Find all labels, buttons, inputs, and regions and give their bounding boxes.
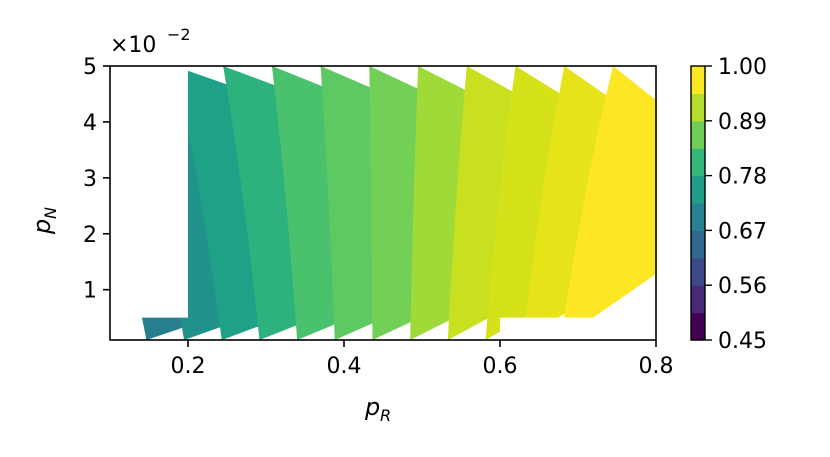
masked-region bbox=[110, 66, 188, 318]
colorbar-segment bbox=[691, 66, 705, 94]
x-axis-label: p bbox=[364, 393, 380, 421]
colorbar: 1.00 0.89 0.78 0.67 0.56 0.45 bbox=[690, 55, 767, 354]
x-axis-label-subscript: R bbox=[380, 406, 391, 425]
colorbar-segment bbox=[691, 230, 705, 259]
colorbar-tick-label: 1.00 bbox=[718, 55, 767, 80]
x-tick-label: 0.8 bbox=[639, 354, 674, 379]
colorbar-segment bbox=[691, 175, 705, 204]
x-tick-label: 0.2 bbox=[171, 354, 206, 379]
y-axis-label-subscript: N bbox=[41, 207, 60, 219]
y-tick-label: 1 bbox=[83, 279, 97, 304]
y-scale-exponent: −2 bbox=[167, 25, 191, 44]
colorbar-segment bbox=[691, 93, 705, 122]
colorbar-segment bbox=[691, 120, 705, 149]
x-tick-label: 0.4 bbox=[327, 354, 362, 379]
colorbar-segment bbox=[691, 203, 705, 231]
colorbar-segment bbox=[691, 257, 705, 286]
contour-field bbox=[110, 66, 656, 340]
colorbar-segment bbox=[691, 148, 705, 177]
colorbar-tick-label: 0.89 bbox=[718, 110, 767, 135]
y-tick-label: 5 bbox=[83, 55, 97, 80]
colorbar-tick-label: 0.56 bbox=[718, 274, 767, 299]
x-axis-ticks: 0.2 0.4 0.6 0.8 bbox=[171, 340, 674, 379]
colorbar-segment bbox=[691, 312, 705, 341]
y-axis-ticks: 1 2 3 4 5 bbox=[83, 55, 110, 304]
y-scale-prefix: ×10 bbox=[110, 33, 156, 58]
plot-frame bbox=[109, 65, 657, 341]
colorbar-tick-label: 0.67 bbox=[718, 219, 767, 244]
colorbar-tick-label: 0.45 bbox=[718, 329, 767, 354]
colorbar-tick-label: 0.78 bbox=[718, 165, 767, 190]
y-tick-label: 2 bbox=[83, 223, 97, 248]
colorbar-segment bbox=[691, 285, 705, 314]
contour-band bbox=[560, 66, 656, 340]
y-tick-label: 3 bbox=[83, 167, 97, 192]
masked-region bbox=[500, 317, 656, 340]
y-tick-label: 4 bbox=[83, 111, 97, 136]
x-tick-label: 0.6 bbox=[483, 354, 518, 379]
colorbar-frame bbox=[690, 65, 706, 341]
y-axis-label: p bbox=[28, 219, 56, 235]
masked-regions bbox=[110, 66, 656, 340]
